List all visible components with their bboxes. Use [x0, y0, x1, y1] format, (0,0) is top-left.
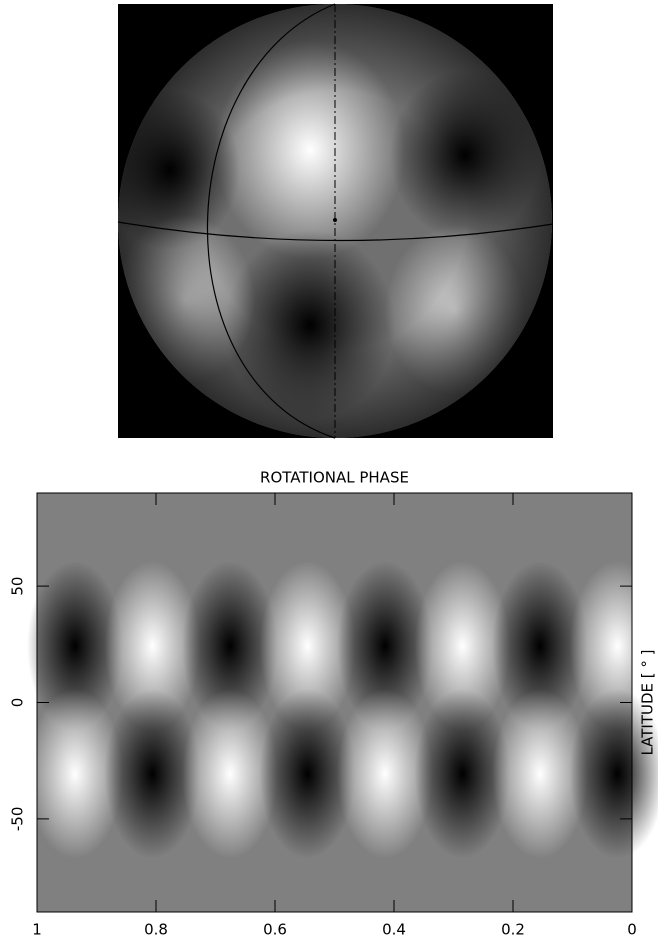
x-tick-label: 0.6: [263, 921, 287, 939]
x-tick-label: 0.4: [382, 921, 406, 939]
y-tick-label: 50: [9, 577, 27, 596]
y-tick-label: 0: [9, 698, 27, 708]
x-tick-label: 0: [627, 921, 637, 939]
x-tick-label: 0.8: [144, 921, 168, 939]
x-axis-label: ROTATIONAL PHASE: [260, 469, 409, 487]
sphere-image: [100, 4, 553, 438]
x-tick-label: 0.2: [501, 921, 525, 939]
x-tick-label: 1: [32, 921, 42, 939]
y-tick-label: -50: [9, 807, 27, 832]
y-axis-label: LATITUDE [ ° ]: [639, 649, 657, 755]
latitude-map: 1 0.8 0.6 0.4 0.2 0 -50 0 50 ROTATIONAL PHASE LATI…: [9, 469, 658, 939]
